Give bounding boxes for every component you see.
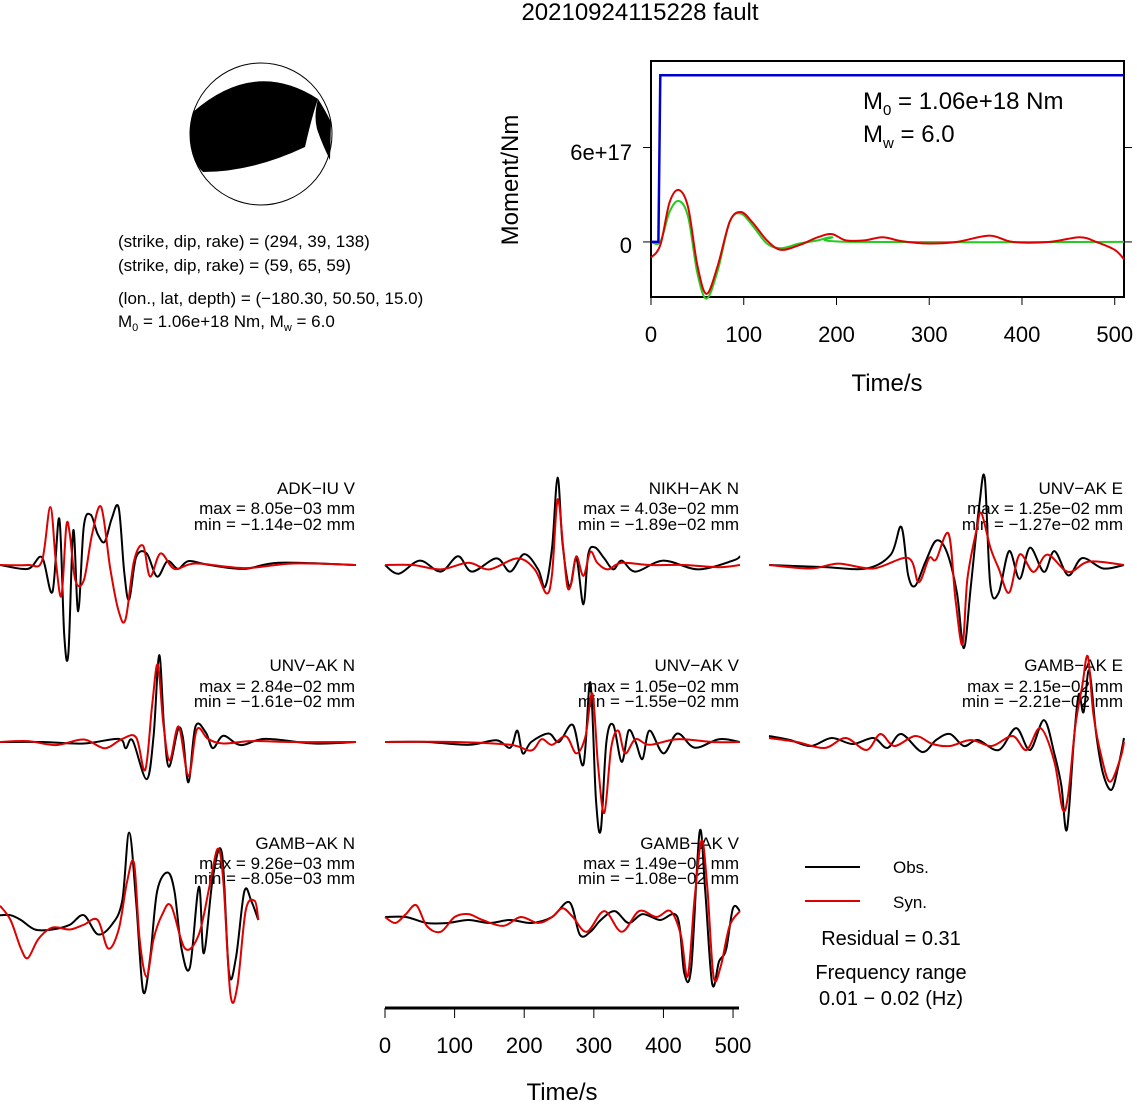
waveform-synthetic-trace — [0, 663, 357, 778]
stf-cumulative-moment-line — [651, 73, 1124, 244]
mechanism-plane1: (strike, dip, rake) = (294, 39, 138) — [118, 232, 370, 251]
focal-mechanism-beachball — [189, 62, 333, 206]
waveform-min-label: min = −8.05e−03 mm — [194, 869, 355, 888]
mechanism-location: (lon., lat, depth) = (−180.30, 50.50, 15… — [118, 289, 423, 308]
stf-mw-annotation: Mw = 6.0 — [863, 121, 955, 152]
stf-observed-line — [650, 199, 1125, 300]
waveform-station-label: UNV−AK V — [654, 656, 739, 675]
stf-m0-annotation: M0 = 1.06e+18 Nm — [863, 88, 1063, 119]
waveform-max-label: max = 1.25e−02 mm — [967, 499, 1123, 518]
waveform-max-label: max = 4.03e−02 mm — [583, 499, 739, 518]
waveform-x-tick-label: 500 — [715, 1033, 752, 1058]
mechanism-moment: M0 = 1.06e+18 Nm, Mw = 6.0 — [118, 312, 335, 334]
waveform-synthetic-trace — [384, 692, 741, 815]
waveform-panel-labels: ADK−IU V max = 8.05e−03 mm min = −1.14e−… — [194, 479, 1123, 888]
waveform-x-tick-label: 100 — [436, 1033, 473, 1058]
waveform-max-label: max = 1.49e−02 mm — [583, 854, 739, 873]
stf-y-axis-label: Moment/Nm — [497, 115, 524, 246]
waveform-x-axis-label: Time/s — [526, 1079, 597, 1104]
waveform-x-tick-label: 0 — [379, 1033, 391, 1058]
legend-syn-label: Syn. — [893, 893, 927, 912]
waveform-max-label: max = 2.84e−02 mm — [199, 677, 355, 696]
waveform-observed-trace — [384, 828, 741, 988]
stf-x-tick-label: 300 — [911, 322, 948, 347]
stf-y-tick-label: 6e+17 — [570, 140, 632, 165]
waveform-max-label: max = 8.05e−03 mm — [199, 499, 355, 518]
waveform-observed-trace — [0, 503, 357, 662]
waveform-min-label: min = −1.08e−02 mm — [578, 869, 739, 888]
legend-residual: Residual = 0.31 — [821, 928, 961, 950]
waveform-max-label: max = 2.15e−02 mm — [967, 677, 1123, 696]
waveform-x-tick-label: 200 — [506, 1033, 543, 1058]
waveform-synthetic-trace — [384, 498, 741, 595]
stf-x-tick-label: 0 — [645, 322, 657, 347]
waveform-synthetic-trace — [0, 505, 357, 624]
stf-plot-frame — [650, 60, 1125, 298]
waveform-min-label: min = −1.61e−02 mm — [194, 692, 355, 711]
waveform-station-label: GAMB−AK N — [255, 834, 355, 853]
waveform-min-label: min = −2.21e−02 mm — [962, 692, 1123, 711]
waveform-station-label: GAMB−AK E — [1024, 656, 1123, 675]
waveform-x-tick-label: 400 — [645, 1033, 682, 1058]
stf-x-tick-label: 100 — [725, 322, 762, 347]
beachball-compressional-quadrant-2 — [315, 99, 331, 160]
waveform-min-label: min = −1.89e−02 mm — [578, 515, 739, 534]
waveform-max-label: max = 9.26e−03 mm — [199, 854, 355, 873]
waveform-time-axis: 0 100 200 300 400 500 Time/s — [379, 1006, 752, 1104]
waveform-min-label: min = −1.55e−02 mm — [578, 692, 739, 711]
waveform-observed-trace — [0, 654, 357, 784]
waveform-station-label: NIKH−AK N — [649, 479, 739, 498]
stf-synthetic-line — [650, 188, 1125, 295]
legend-frequency-title: Frequency range — [815, 962, 966, 984]
waveform-synthetic-trace — [768, 511, 1125, 646]
waveform-min-label: min = −1.14e−02 mm — [194, 515, 355, 534]
stf-panel: Moment/Nm Time/s 6e+17 0 M0 = 1.06e+18 N… — [497, 60, 1133, 397]
waveform-x-tick-label: 300 — [575, 1033, 612, 1058]
waveform-min-label: min = −1.27e−02 mm — [962, 515, 1123, 534]
legend-frequency-value: 0.01 − 0.02 (Hz) — [819, 988, 963, 1010]
figure-title: 20210924115228 fault — [521, 0, 758, 26]
legend-obs-label: Obs. — [893, 858, 929, 877]
legend: Obs. Syn. Residual = 0.31 Frequency rang… — [805, 858, 967, 1010]
stf-x-tick-label: 500 — [1096, 322, 1133, 347]
mechanism-plane2: (strike, dip, rake) = (59, 65, 59) — [118, 256, 351, 275]
waveform-station-label: ADK−IU V — [277, 479, 356, 498]
waveform-station-label: UNV−AK E — [1038, 479, 1123, 498]
stf-x-tick-label: 200 — [818, 322, 855, 347]
stf-x-tick-label: 400 — [1004, 322, 1041, 347]
beachball-compressional-quadrant — [190, 81, 318, 172]
waveform-station-label: GAMB−AK V — [640, 834, 739, 853]
waveform-synthetic-trace — [0, 847, 260, 1005]
waveform-synthetic-trace — [768, 654, 1125, 813]
waveform-station-label: UNV−AK N — [270, 656, 356, 675]
stf-x-axis-label: Time/s — [851, 370, 922, 397]
waveform-max-label: max = 1.05e−02 mm — [583, 677, 739, 696]
stf-y-tick-label: 0 — [620, 233, 632, 258]
waveform-synthetic-trace — [384, 839, 741, 983]
